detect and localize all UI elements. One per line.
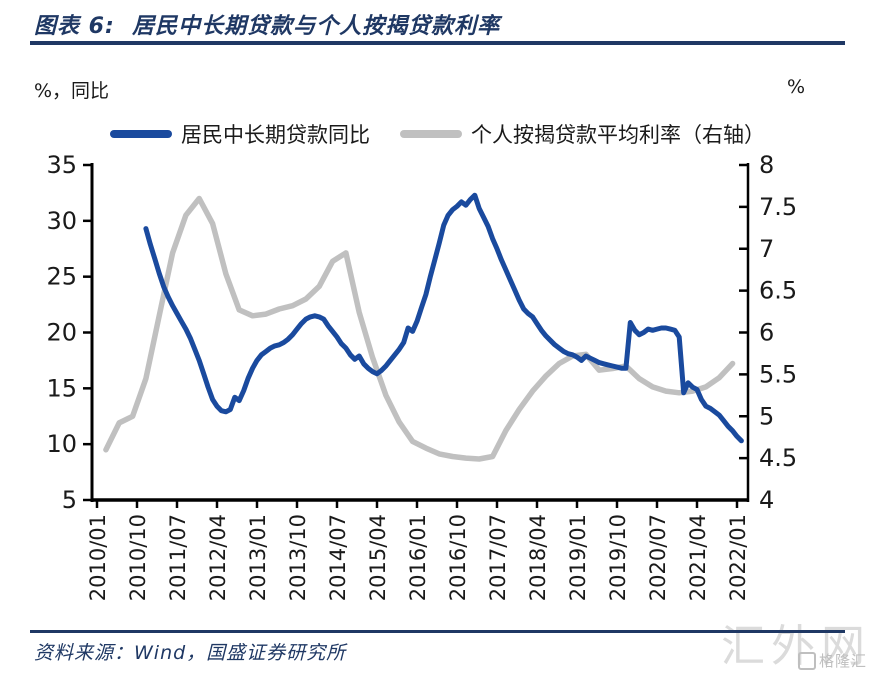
svg-text:6.5: 6.5	[759, 277, 797, 305]
svg-text:35: 35	[46, 151, 77, 179]
svg-text:2019/01: 2019/01	[566, 514, 590, 601]
svg-text:2013/01: 2013/01	[246, 514, 270, 601]
svg-text:2010/10: 2010/10	[126, 514, 150, 601]
svg-text:2020/07: 2020/07	[646, 514, 670, 601]
svg-text:4: 4	[759, 486, 774, 514]
figure-title: 图表 6: 居民中长期贷款与个人按揭贷款利率	[34, 14, 501, 39]
svg-text:30: 30	[46, 207, 77, 235]
svg-text:2019/10: 2019/10	[606, 514, 630, 601]
svg-text:15: 15	[46, 374, 77, 402]
svg-text:5.5: 5.5	[759, 360, 797, 388]
svg-text:2011/07: 2011/07	[166, 514, 190, 601]
svg-text:2016/01: 2016/01	[406, 514, 430, 601]
source-note: 资料来源：Wind，国盛证券研究所	[34, 642, 347, 664]
title-divider	[30, 41, 845, 45]
svg-text:20: 20	[46, 319, 77, 347]
watermark-logo-icon	[797, 651, 816, 670]
svg-text:2012/04: 2012/04	[206, 514, 230, 601]
svg-text:2017/07: 2017/07	[486, 514, 510, 601]
watermark-text: 汇外网	[721, 621, 871, 672]
left-axis-unit-label: %，同比	[34, 80, 110, 102]
legend-item-loans: 居民中长期贷款同比	[110, 119, 370, 149]
svg-text:2010/01: 2010/01	[86, 514, 110, 601]
svg-text:2022/01: 2022/01	[726, 514, 750, 601]
svg-text:2015/04: 2015/04	[366, 514, 390, 601]
legend-swatch-blue-line	[110, 130, 172, 138]
svg-text:10: 10	[46, 430, 77, 458]
svg-text:7.5: 7.5	[759, 193, 797, 221]
chart-legend: 居民中长期贷款同比 个人按揭贷款平均利率（右轴）	[0, 119, 875, 149]
svg-text:2021/04: 2021/04	[686, 514, 710, 601]
svg-text:4.5: 4.5	[759, 444, 797, 472]
svg-text:2018/04: 2018/04	[526, 514, 550, 601]
svg-text:7: 7	[759, 235, 774, 263]
svg-text:5: 5	[759, 402, 774, 430]
watermark-logo-text: 格隆汇	[818, 652, 867, 670]
legend-item-mortgage-rate: 个人按揭贷款平均利率（右轴）	[400, 119, 765, 149]
legend-label-mortgage-rate: 个人按揭贷款平均利率（右轴）	[471, 123, 765, 147]
svg-text:8: 8	[759, 151, 774, 179]
footer-divider	[30, 630, 845, 633]
svg-text:5: 5	[62, 486, 77, 514]
svg-text:2016/10: 2016/10	[446, 514, 470, 601]
svg-text:6: 6	[759, 319, 774, 347]
svg-text:2014/07: 2014/07	[326, 514, 350, 601]
watermark-logo: 格隆汇	[797, 650, 867, 671]
legend-label-loans: 居民中长期贷款同比	[181, 123, 370, 147]
svg-text:2013/10: 2013/10	[286, 514, 310, 601]
svg-text:25: 25	[46, 263, 77, 291]
right-axis-unit-label: %	[786, 76, 805, 98]
legend-swatch-gray-line	[400, 130, 462, 138]
